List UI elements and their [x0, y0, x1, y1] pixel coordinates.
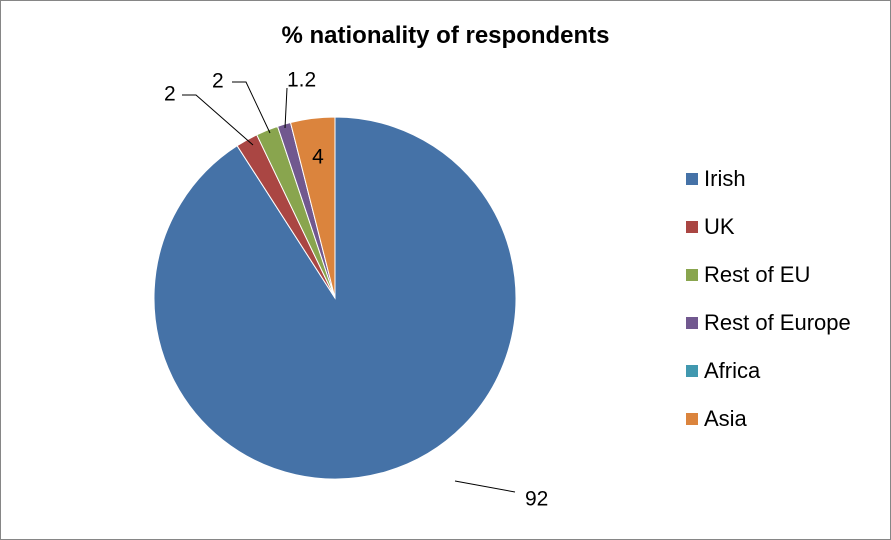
legend-swatch: [686, 221, 698, 233]
leader-line-rest-of-europe: [284, 87, 288, 129]
slice-asia: [289, 116, 336, 299]
legend-label: Africa: [704, 358, 761, 383]
legend-swatch: [686, 269, 698, 281]
legend-swatch: [686, 413, 698, 425]
data-label-rest-of-eu: 2: [212, 70, 224, 93]
legend-swatch: [686, 317, 698, 329]
leader-line-irish: [454, 480, 516, 493]
data-label-asia: 4: [312, 146, 324, 169]
data-label-rest-of-europe: 1.2: [287, 69, 316, 92]
data-label-irish: 92: [525, 488, 548, 511]
legend-label: Rest of EU: [704, 262, 811, 287]
legend-swatch: [686, 173, 698, 185]
legend-label: Asia: [704, 406, 747, 431]
legend-label: Rest of Europe: [704, 310, 851, 335]
chart-title: % nationality of respondents: [281, 22, 610, 49]
data-label-uk: 2: [164, 83, 176, 106]
leader-line-uk: [182, 94, 254, 146]
leader-line-rest-of-eu: [232, 81, 271, 134]
legend-label: Irish: [704, 166, 746, 191]
legend-label: UK: [704, 214, 735, 239]
legend-swatch: [686, 365, 698, 377]
